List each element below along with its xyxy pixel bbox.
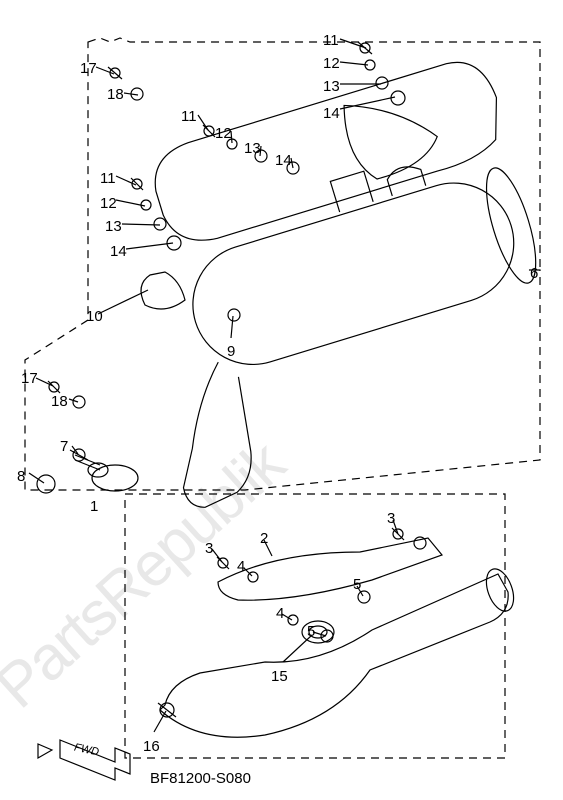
- callout-14: 14: [275, 152, 292, 169]
- callout-3: 3: [205, 540, 213, 557]
- callout-9: 9: [227, 343, 235, 360]
- exhaust-pipe: [160, 565, 519, 737]
- callout-17: 17: [21, 370, 38, 387]
- callout-15: 15: [271, 668, 288, 685]
- callout-11: 11: [100, 170, 116, 187]
- part-code: BF81200-S080: [150, 770, 251, 787]
- callout-13: 13: [244, 140, 261, 157]
- muffler-body: [110, 129, 563, 511]
- callout-14: 14: [110, 243, 127, 260]
- muffler-front-joint: [75, 455, 138, 491]
- callout-11: 11: [181, 108, 197, 125]
- callout-1: 1: [90, 498, 98, 515]
- callout-11: 11: [323, 32, 339, 49]
- callout-12: 12: [215, 125, 232, 142]
- callout-5: 5: [307, 623, 315, 640]
- fasteners: [37, 42, 426, 717]
- leader-lines: [29, 39, 398, 732]
- callout-12: 12: [323, 55, 340, 72]
- callout-4: 4: [237, 558, 245, 575]
- callout-8: 8: [17, 468, 25, 485]
- callout-13: 13: [105, 218, 122, 235]
- callout-3: 3: [387, 510, 395, 527]
- callout-17: 17: [80, 60, 97, 77]
- callout-5: 5: [353, 576, 361, 593]
- exhaust-diagram: PartsRepublik: [0, 0, 563, 800]
- pipe-guard: [218, 538, 442, 600]
- callout-10: 10: [86, 308, 103, 325]
- callout-2: 2: [260, 530, 268, 547]
- dashed-box-6: [25, 38, 540, 490]
- callout-18: 18: [107, 86, 124, 103]
- callout-7: 7: [60, 438, 68, 455]
- callout-18: 18: [51, 393, 68, 410]
- callout-16: 16: [143, 738, 160, 755]
- callout-13: 13: [323, 78, 340, 95]
- callout-6: 6: [530, 265, 538, 282]
- callout-14: 14: [323, 105, 340, 122]
- callout-4: 4: [276, 605, 284, 622]
- callout-12: 12: [100, 195, 117, 212]
